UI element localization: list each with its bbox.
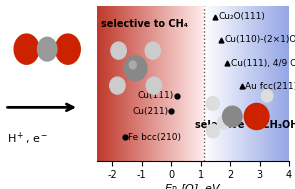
Circle shape	[261, 90, 273, 102]
Text: Cu(111), 4/9 OH: Cu(111), 4/9 OH	[231, 59, 295, 67]
Text: Fe bcc(210): Fe bcc(210)	[128, 133, 181, 142]
Circle shape	[14, 34, 39, 64]
Text: selective to CH₄: selective to CH₄	[101, 19, 188, 29]
Text: Cu(110)-(2×1)O: Cu(110)-(2×1)O	[225, 35, 295, 44]
Text: Cu(211): Cu(211)	[132, 107, 168, 115]
Circle shape	[55, 34, 80, 64]
Circle shape	[244, 103, 269, 129]
Text: selective to CH₃OH: selective to CH₃OH	[195, 120, 295, 130]
Text: Au fcc(211): Au fcc(211)	[245, 82, 295, 91]
Circle shape	[218, 115, 231, 129]
Circle shape	[129, 61, 136, 69]
Text: Cu(111): Cu(111)	[138, 91, 174, 100]
Circle shape	[124, 56, 147, 81]
Text: Cu₂O(111): Cu₂O(111)	[219, 12, 266, 21]
Circle shape	[206, 97, 219, 110]
Circle shape	[110, 77, 125, 94]
Text: H$^+$, e$^-$: H$^+$, e$^-$	[7, 130, 49, 147]
Circle shape	[146, 77, 162, 94]
Circle shape	[145, 42, 160, 59]
Circle shape	[222, 106, 242, 127]
Circle shape	[111, 42, 126, 59]
Circle shape	[206, 124, 219, 138]
X-axis label: $E_\mathrm{B}$ [O], eV: $E_\mathrm{B}$ [O], eV	[164, 182, 222, 189]
Circle shape	[37, 37, 57, 61]
